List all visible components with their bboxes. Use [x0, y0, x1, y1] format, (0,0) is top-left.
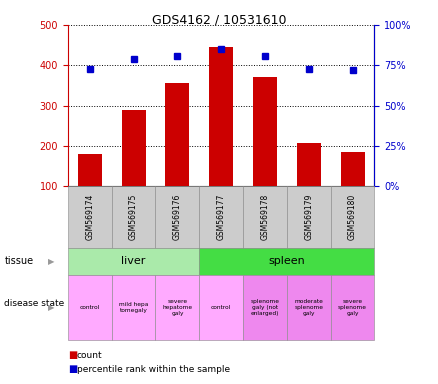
Text: severe
hepatome
galy: severe hepatome galy [162, 299, 192, 316]
Bar [297, 143, 321, 186]
Text: mild hepa
tomegaly: mild hepa tomegaly [119, 302, 148, 313]
Text: tissue: tissue [4, 256, 33, 266]
Text: GSM569175: GSM569175 [129, 194, 138, 240]
Text: control: control [211, 305, 231, 310]
Text: GSM569179: GSM569179 [304, 194, 313, 240]
Text: GSM569177: GSM569177 [217, 194, 226, 240]
Text: GSM569178: GSM569178 [261, 194, 269, 240]
Text: ■: ■ [68, 350, 77, 360]
Text: ■: ■ [68, 364, 77, 374]
Bar [341, 152, 364, 186]
Text: ▶: ▶ [49, 257, 55, 266]
Text: count: count [77, 351, 102, 360]
Text: GSM569176: GSM569176 [173, 194, 182, 240]
Text: GSM569174: GSM569174 [85, 194, 94, 240]
Bar [78, 154, 102, 186]
Text: disease state: disease state [4, 299, 65, 308]
Text: severe
splenome
galy: severe splenome galy [338, 299, 367, 316]
Text: GDS4162 / 10531610: GDS4162 / 10531610 [152, 13, 286, 26]
Text: moderate
splenome
galy: moderate splenome galy [294, 299, 323, 316]
Text: liver: liver [121, 256, 146, 266]
Text: percentile rank within the sample: percentile rank within the sample [77, 365, 230, 374]
Text: GSM569180: GSM569180 [348, 194, 357, 240]
Bar [166, 83, 190, 186]
Text: control: control [80, 305, 100, 310]
Bar [209, 47, 233, 186]
Text: ▶: ▶ [49, 303, 55, 312]
Text: spleen: spleen [268, 256, 305, 266]
Bar [253, 78, 277, 186]
Text: splenome
galy (not
enlarged): splenome galy (not enlarged) [251, 299, 279, 316]
Bar [122, 110, 145, 186]
